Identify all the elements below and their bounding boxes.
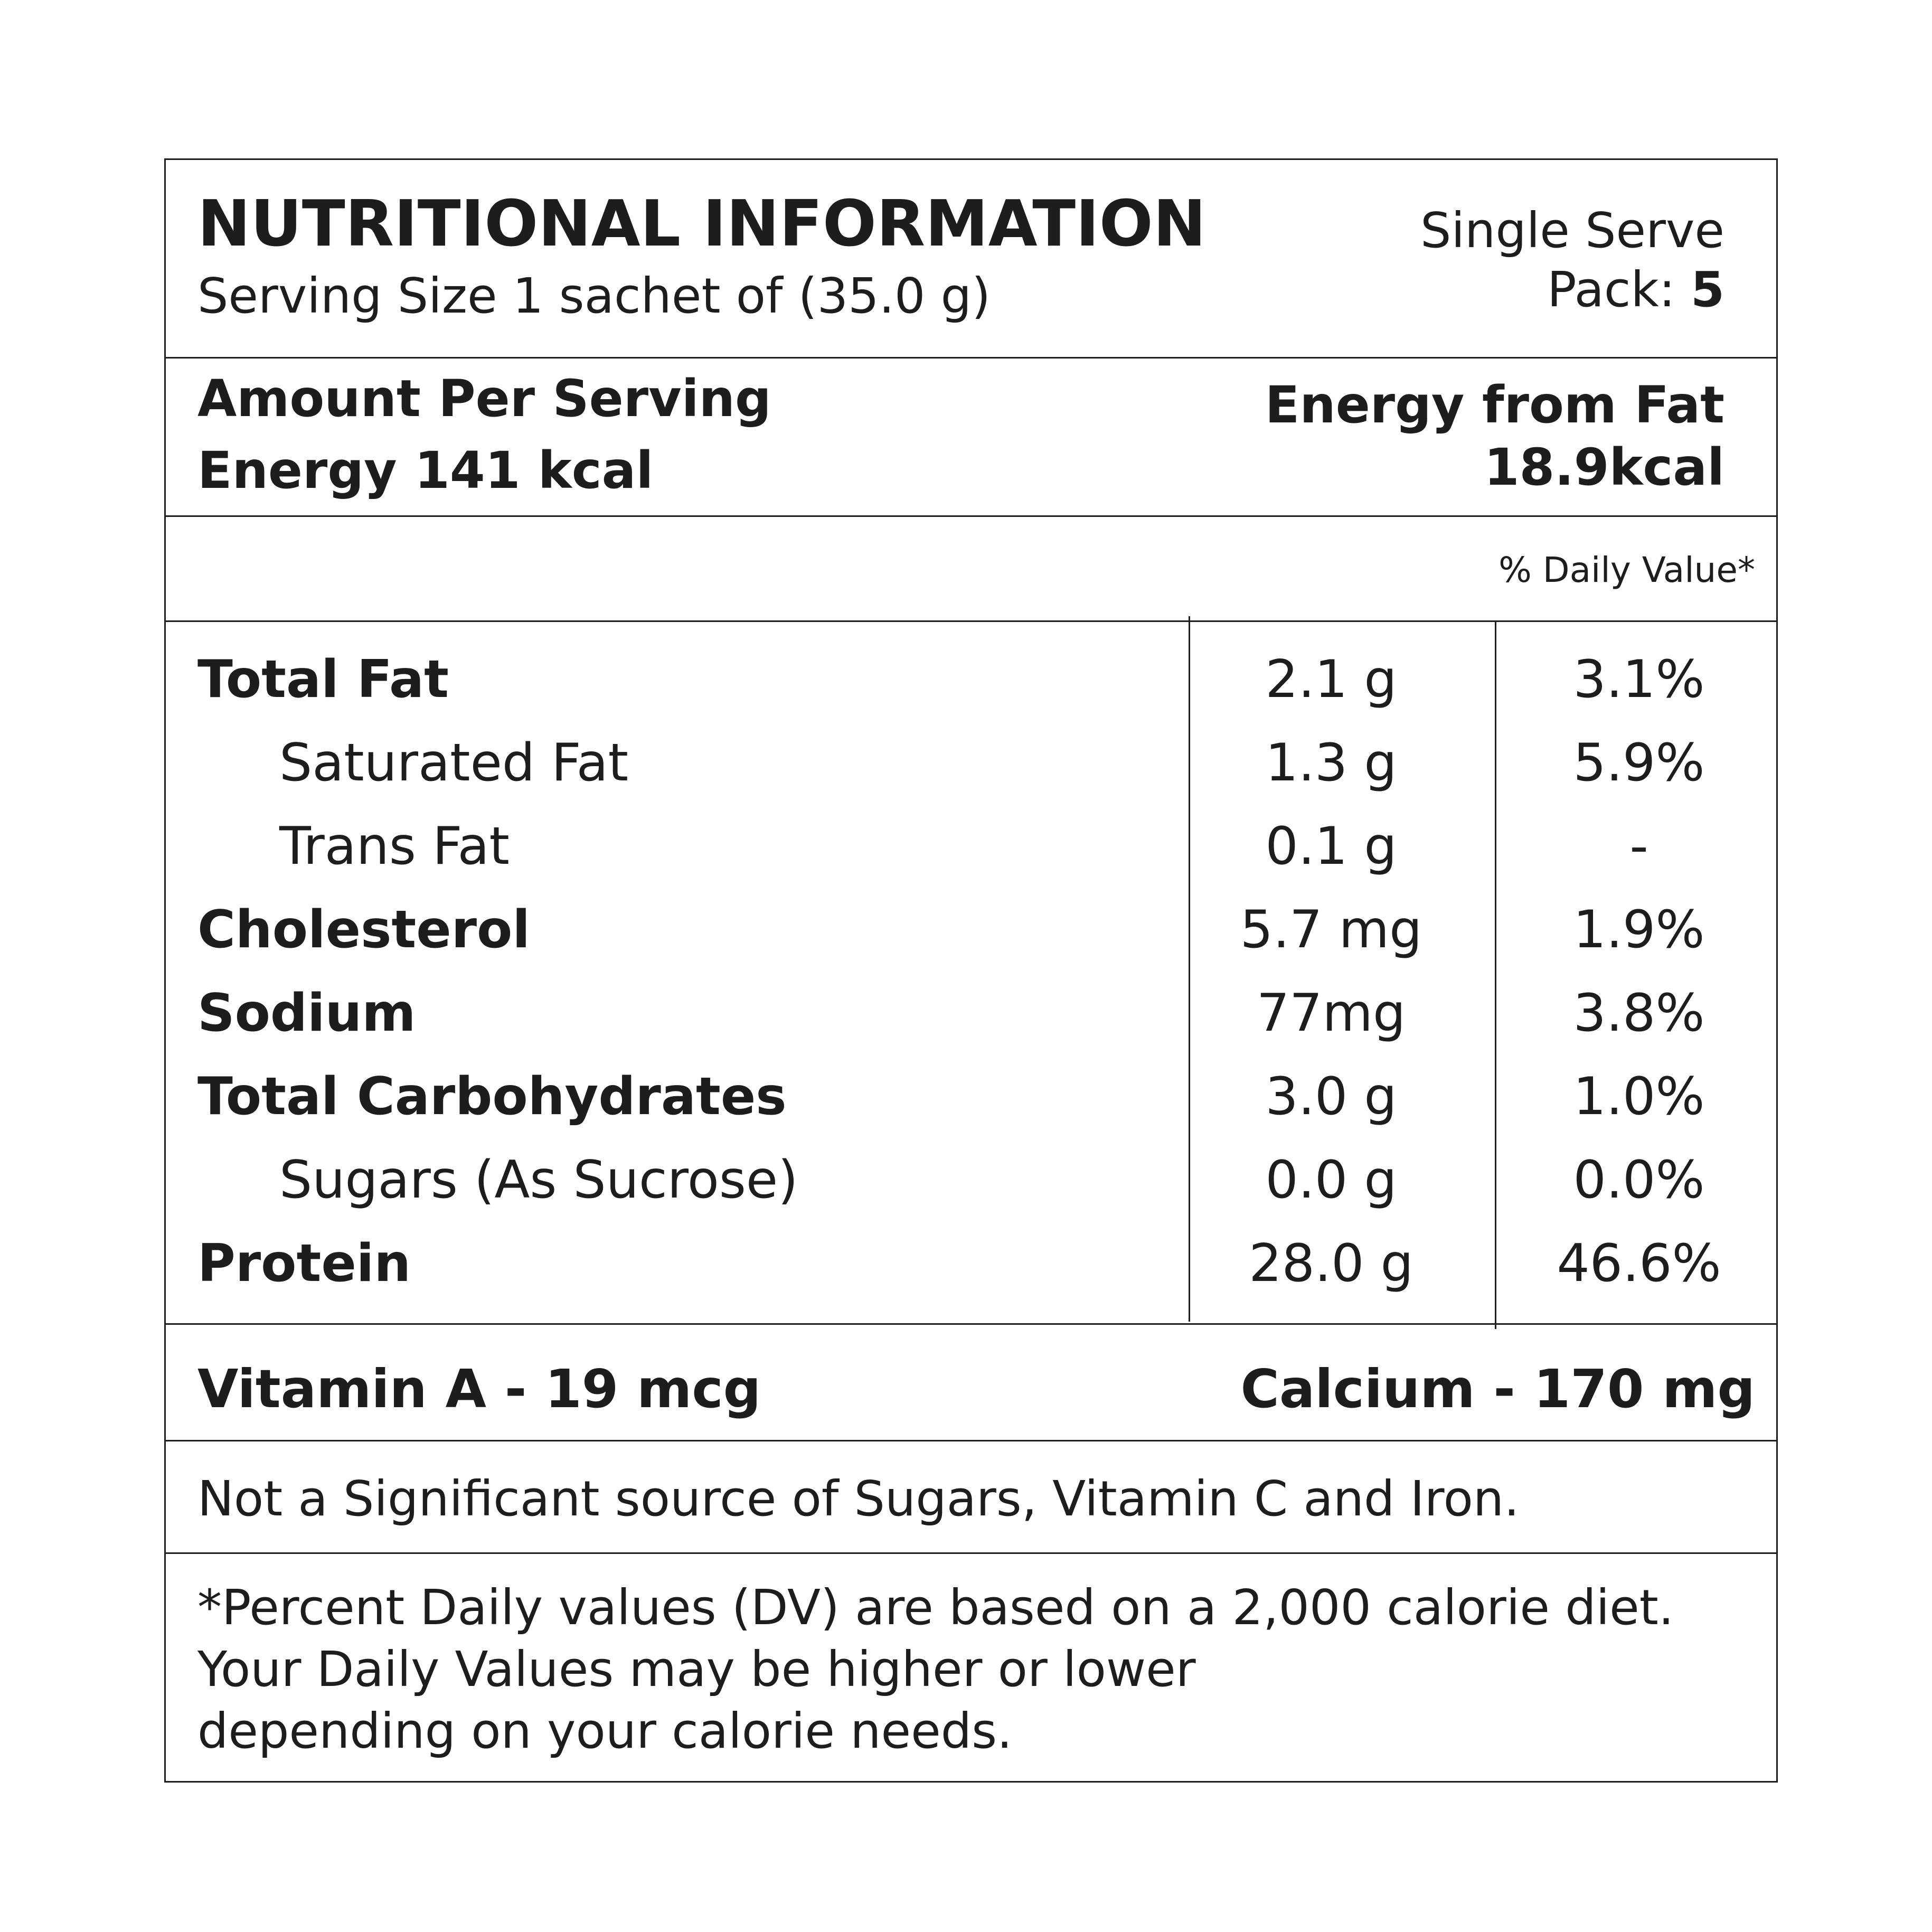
nutrient-amount: 1.3 g [1265,733,1397,793]
nutrient-name: Protein [197,1233,411,1294]
calcium: Calcium - 170 mg [1240,1358,1755,1420]
nutrient-name: Sugars (As Sucrose) [279,1150,798,1210]
divider-amount [166,515,1776,517]
nutrient-name: Total Fat [197,649,449,710]
nutrient-amount: 5.7 mg [1240,900,1422,960]
divider-header [166,357,1776,359]
vitamin-a: Vitamin A - 19 mcg [197,1358,761,1420]
nutrient-amount: 0.0 g [1265,1150,1397,1210]
serving-size: Serving Size 1 sachet of (35.0 g) [197,268,991,324]
nutrient-amount: 3.0 g [1265,1067,1397,1127]
nutrition-facts-label: NUTRITIONAL INFORMATION Serving Size 1 s… [164,158,1778,1783]
nutrient-daily-value: 1.0% [1573,1067,1705,1127]
footnote-line-1: *Percent Daily values (DV) are based on … [197,1579,1674,1636]
pack-count: Pack: 5 [1547,266,1724,314]
daily-value-header: % Daily Value* [1499,550,1755,590]
energy-from-fat-value: 18.9kcal [1484,438,1724,497]
divider-nutrients [166,1323,1776,1325]
pack-label: Pack: [1547,261,1691,318]
pack-value: 5 [1690,261,1724,318]
nutrient-name: Sodium [197,983,416,1043]
divider-not-significant [166,1552,1776,1554]
nutrient-daily-value: 3.1% [1573,649,1705,710]
column-divider-amount [1189,616,1190,1322]
label-title: NUTRITIONAL INFORMATION [197,187,1207,261]
energy-from-fat-label: Energy from Fat [1265,375,1724,435]
nutrient-daily-value: - [1629,816,1648,877]
nutrient-amount: 2.1 g [1265,649,1397,710]
nutrient-name: Trans Fat [279,816,510,877]
column-divider-dv [1495,620,1496,1329]
nutrient-daily-value: 5.9% [1573,733,1705,793]
nutrient-daily-value: 46.6% [1557,1233,1721,1294]
nutrient-amount: 28.0 g [1249,1233,1413,1294]
nutrient-amount: 0.1 g [1265,816,1397,877]
divider-vitamins [166,1440,1776,1441]
amount-per-serving: Amount Per Serving [197,369,771,428]
nutrient-daily-value: 0.0% [1573,1150,1705,1210]
footnote-line-2: Your Daily Values may be higher or lower [197,1641,1196,1698]
footnote-line-3: depending on your calorie needs. [197,1703,1013,1759]
nutrient-name: Total Carbohydrates [197,1067,787,1127]
not-significant-note: Not a Significant source of Sugars, Vita… [197,1471,1520,1527]
energy: Energy 141 kcal [197,441,654,500]
divider-dv-header [166,620,1776,622]
single-serve: Single Serve [1420,202,1724,259]
nutrient-daily-value: 1.9% [1573,900,1705,960]
nutrient-daily-value: 3.8% [1573,983,1705,1043]
nutrient-name: Saturated Fat [279,733,629,793]
nutrient-amount: 77mg [1256,983,1406,1043]
nutrient-name: Cholesterol [197,900,530,960]
